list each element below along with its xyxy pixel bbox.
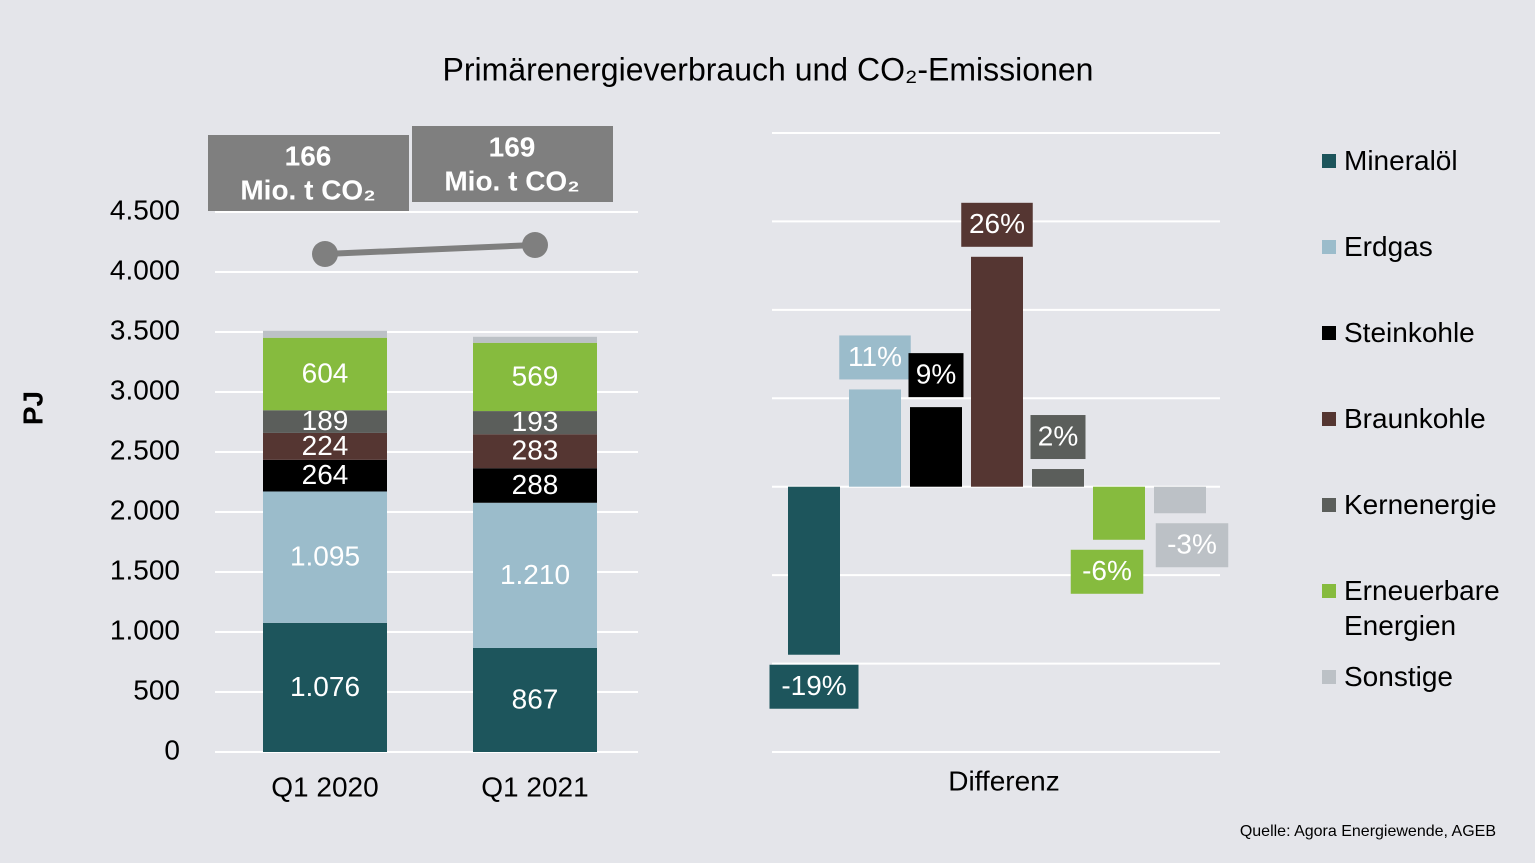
x-tick-label: Q1 2021 [481, 771, 588, 802]
legend-label: Steinkohle [1344, 317, 1475, 348]
legend-item: Steinkohle [1322, 315, 1535, 350]
bar-segment [473, 336, 597, 343]
bar-segment [263, 410, 387, 433]
bar-segment [473, 647, 597, 752]
value-label-box [961, 202, 1033, 247]
value-label: 867 [512, 683, 559, 714]
legend-item: Sonstige [1322, 659, 1535, 694]
value-label-box [1155, 523, 1229, 568]
y-tick-label: 2.500 [110, 434, 180, 465]
x-tick-label: Differenz [948, 765, 1060, 796]
legend-swatch [1322, 326, 1336, 340]
value-label: 288 [512, 469, 559, 500]
legend-swatch [1322, 412, 1336, 426]
co2-dot [522, 232, 548, 258]
value-label: 9% [916, 359, 956, 390]
bar-segment [473, 411, 597, 435]
co2-unit: Mio. t CO₂ [444, 165, 579, 196]
legend-item: Erneuerbare Energien [1322, 573, 1535, 643]
value-label: 2% [1038, 420, 1078, 451]
value-label: -3% [1167, 529, 1217, 560]
value-label: -6% [1082, 555, 1132, 586]
bar [1032, 469, 1084, 487]
legend-label: Mineralöl [1344, 145, 1458, 176]
legend-swatch [1322, 154, 1336, 168]
bar-segment [263, 622, 387, 752]
bar [788, 486, 840, 655]
value-label: 604 [302, 357, 349, 388]
legend-item: Mineralöl [1322, 143, 1535, 178]
value-label: 26% [969, 208, 1025, 239]
value-label: 193 [512, 406, 559, 437]
bar-segment [263, 432, 387, 460]
value-label: 264 [302, 459, 349, 490]
co2-value: 166 [285, 140, 332, 171]
legend-label: Sonstige [1344, 661, 1453, 692]
legend-swatch [1322, 670, 1336, 684]
legend-label: Braunkohle [1344, 403, 1486, 434]
bar-segment [473, 502, 597, 648]
value-label: 1.210 [500, 559, 570, 590]
x-tick-label: Q1 2020 [271, 771, 378, 802]
bar [849, 389, 901, 487]
value-label: 283 [512, 435, 559, 466]
legend-label: Erneuerbare Energien [1344, 575, 1500, 641]
value-label: 1.076 [290, 671, 360, 702]
value-label-box [839, 335, 911, 380]
y-tick-label: 1.500 [110, 554, 180, 585]
value-label-box [1030, 415, 1086, 460]
legend-label: Kernenergie [1344, 489, 1497, 520]
bar-segment [263, 330, 387, 338]
bar [910, 407, 962, 487]
value-label-box [769, 664, 859, 709]
value-label: 11% [848, 341, 902, 372]
y-tick-label: 4.000 [110, 254, 180, 285]
y-tick-label: 1.000 [110, 614, 180, 645]
y-tick-label: 3.000 [110, 374, 180, 405]
bar-segment [473, 342, 597, 412]
y-tick-label: 2.000 [110, 494, 180, 525]
legend-swatch [1322, 584, 1336, 598]
value-label: 224 [302, 430, 349, 461]
bar-segment [263, 337, 387, 411]
y-tick-label: 500 [133, 674, 180, 705]
legend-label: Erdgas [1344, 231, 1433, 262]
value-label: 569 [512, 360, 559, 391]
bar-segment [263, 491, 387, 623]
value-label: -19% [781, 670, 846, 701]
legend-item: Kernenergie [1322, 487, 1535, 522]
y-tick-label: 0 [164, 734, 180, 765]
co2-box [208, 135, 409, 211]
legend-swatch [1322, 240, 1336, 254]
co2-dot [312, 241, 338, 267]
bar [1093, 486, 1145, 540]
legend-item: Erdgas [1322, 229, 1535, 264]
chart-title: Primärenergieverbrauch und CO₂-Emissione… [443, 51, 1094, 87]
co2-line [324, 242, 536, 257]
y-tick-label: 4.500 [110, 194, 180, 225]
bar-segment [473, 434, 597, 469]
co2-value: 169 [489, 131, 536, 162]
legend-item: Braunkohle [1322, 401, 1535, 436]
legend-swatch [1322, 498, 1336, 512]
bar-segment [473, 468, 597, 503]
y-axis-label: PJ [17, 391, 48, 425]
co2-unit: Mio. t CO₂ [240, 174, 375, 205]
source: Quelle: Agora Energiewende, AGEB [1240, 823, 1496, 840]
co2-box [412, 126, 613, 202]
value-label-box [908, 353, 964, 398]
y-tick-label: 3.500 [110, 314, 180, 345]
bar [1154, 486, 1206, 514]
value-label: 1.095 [290, 541, 360, 572]
bar [971, 256, 1023, 487]
bar-segment [263, 459, 387, 492]
value-label-box [1070, 549, 1144, 594]
